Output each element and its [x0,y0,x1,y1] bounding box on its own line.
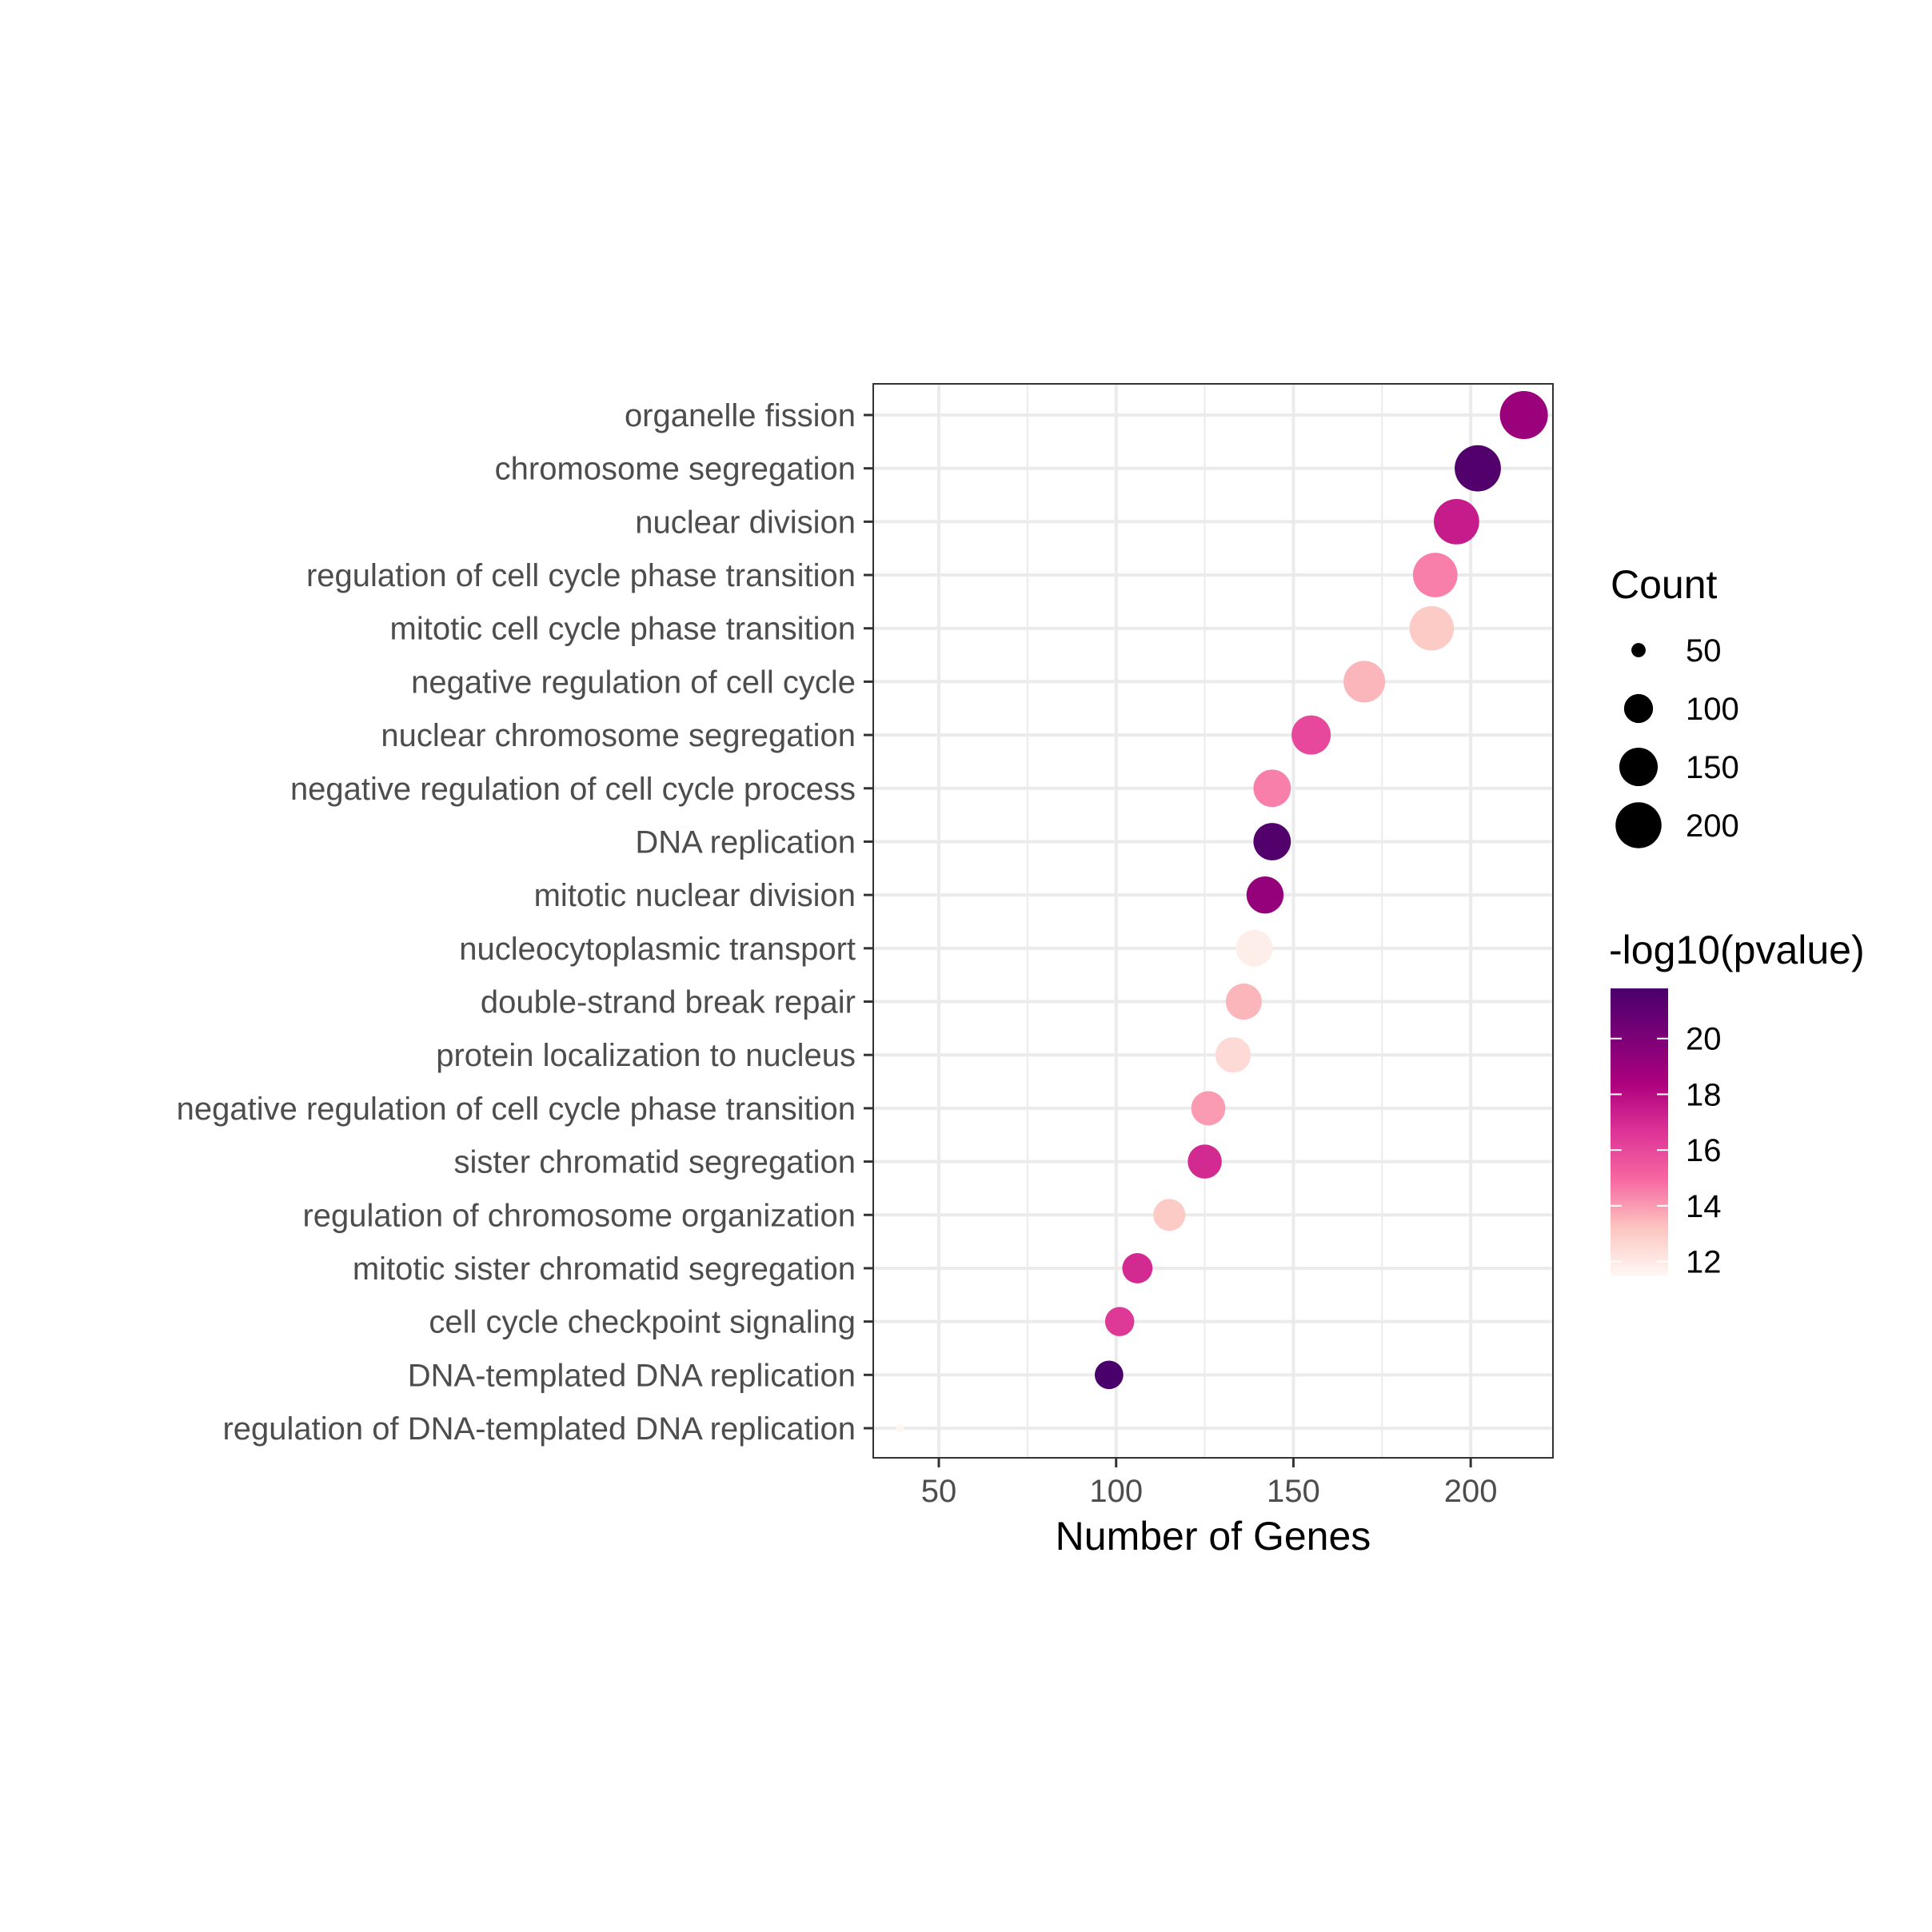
data-point [1188,1144,1222,1179]
y-tick-label: negative regulation of cell cycle phase … [177,1092,856,1127]
data-point [1095,1360,1124,1390]
x-tick-label: 50 [921,1474,957,1509]
data-point [1499,391,1548,439]
y-tick-label: nuclear division [635,505,856,540]
colorbar-label: 14 [1686,1189,1722,1224]
data-point [1215,1037,1251,1073]
y-tick-label: protein localization to nucleus [436,1038,856,1073]
y-tick-label: regulation of cell cycle phase transitio… [306,558,856,593]
data-point [1253,769,1291,808]
y-tick-label: negative regulation of cell cycle proces… [290,772,856,807]
x-axis-title: Number of Genes [1056,1514,1371,1559]
size-legend-label: 100 [1686,692,1739,727]
plot-panel [873,384,1553,1458]
size-legend-label: 50 [1686,633,1722,669]
x-tick-label: 200 [1444,1474,1498,1509]
y-tick-label: mitotic cell cycle phase transition [390,612,856,647]
y-tick-label: nuclear chromosome segregation [381,718,856,753]
y-tick-label: organelle fission [625,398,856,433]
data-point [1104,1307,1135,1336]
data-point [1455,445,1501,492]
data-point [1409,605,1455,651]
y-tick-label: regulation of chromosome organization [302,1198,856,1233]
size-legend-title: Count [1611,562,1718,607]
plot-border [872,383,1554,1459]
y-tick-label: negative regulation of cell cycle [411,665,856,700]
data-point [1191,1091,1226,1126]
color-legend-title: -log10(pvalue) [1609,928,1865,972]
data-point [1412,553,1458,597]
y-tick-label: DNA replication [635,824,856,860]
colorbar-label: 16 [1686,1133,1722,1168]
y-tick-label: double-strand break repair [481,985,856,1020]
y-tick-label: DNA-templated DNA replication [408,1358,856,1393]
y-tick-label: sister chromatid segregation [454,1145,856,1180]
size-legend-dot [1631,643,1646,657]
data-point [1153,1199,1186,1231]
y-tick-label: mitotic sister chromatid segregation [353,1251,856,1287]
colorbar-label: 18 [1686,1077,1722,1112]
colorbar-label: 12 [1686,1245,1722,1280]
size-legend-dot [1619,747,1659,787]
size-legend-dot [1615,802,1662,848]
y-tick-label: regulation of DNA-templated DNA replicat… [222,1411,856,1447]
data-point [1343,661,1386,703]
data-point [1434,498,1479,545]
x-tick-label: 150 [1267,1474,1320,1509]
data-point [1246,876,1284,914]
colorbar [1611,988,1668,1275]
y-tick-label: nucleocytoplasmic transport [459,932,856,967]
y-tick-label: mitotic nuclear division [534,878,856,913]
y-tick-label: cell cycle checkpoint signaling [429,1305,856,1340]
data-point [896,1424,904,1432]
size-legend-dot [1623,693,1654,724]
y-tick-label: chromosome segregation [495,452,856,487]
colorbar-label: 20 [1686,1022,1722,1057]
data-point [1122,1253,1153,1283]
size-legend-label: 150 [1686,750,1739,785]
data-point [1235,929,1273,967]
size-legend-label: 200 [1686,808,1739,844]
data-point [1253,823,1291,860]
data-point [1291,715,1331,755]
data-point [1225,984,1262,1020]
x-tick-label: 100 [1089,1474,1143,1509]
